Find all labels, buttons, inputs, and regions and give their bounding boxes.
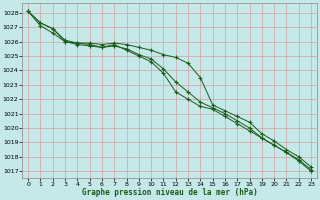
X-axis label: Graphe pression niveau de la mer (hPa): Graphe pression niveau de la mer (hPa) — [82, 188, 258, 197]
